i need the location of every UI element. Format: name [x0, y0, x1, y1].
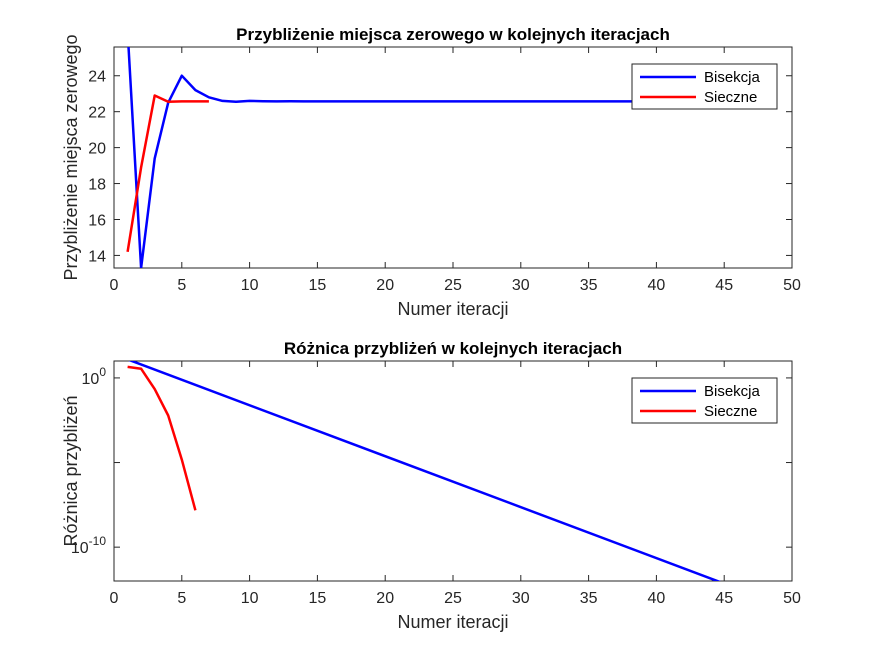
x-tick-label: 5 — [177, 590, 186, 607]
x-tick-label: 30 — [512, 590, 530, 607]
x-tick-label: 45 — [715, 590, 733, 607]
x-axis-label: Numer iteracji — [397, 612, 508, 632]
legend-label: Bisekcja — [704, 383, 761, 400]
x-tick-label: 40 — [648, 590, 666, 607]
y-tick-label: 22 — [88, 105, 106, 122]
x-tick-label: 35 — [580, 590, 598, 607]
series-line-sieczne — [127, 365, 197, 511]
x-tick-label: 35 — [580, 277, 598, 294]
x-tick-label: 50 — [783, 590, 801, 607]
x-tick-label: 25 — [444, 590, 462, 607]
legend-label: Sieczne — [704, 89, 757, 106]
series-line-sieczne — [126, 94, 209, 252]
y-tick-base: 10 — [82, 371, 100, 388]
y-tick-label: 10-10 — [71, 534, 106, 557]
legend: Bisekcja Sieczne — [631, 377, 778, 424]
y-tick-base: 10 — [71, 540, 89, 557]
x-tick-label: 15 — [309, 590, 327, 607]
top-chart-panel: 0 5 10 15 20 25 30 35 40 45 50 14 16 18 20 22 24 Przybliż… — [61, 25, 801, 319]
x-tick-label: 0 — [110, 277, 119, 294]
x-tick-label: 10 — [241, 590, 259, 607]
y-tick-label: 18 — [88, 177, 106, 194]
x-tick-label: 5 — [177, 277, 186, 294]
chart-title: Przybliżenie miejsca zerowego w kolejnyc… — [236, 25, 670, 44]
x-tick-label: 20 — [376, 277, 394, 294]
x-tick-label: 15 — [309, 277, 327, 294]
x-tick-label: 0 — [110, 590, 119, 607]
y-tick-exponent: 0 — [99, 365, 106, 379]
y-tick-label: 20 — [88, 141, 106, 158]
y-axis-label: Różnica przybliżeń — [61, 395, 81, 546]
y-tick-label: 24 — [88, 69, 106, 86]
y-tick-exponent: -10 — [89, 534, 107, 548]
y-tick-label: 14 — [88, 248, 106, 265]
x-tick-label: 25 — [444, 277, 462, 294]
x-tick-label: 20 — [376, 590, 394, 607]
y-tick-label: 16 — [88, 212, 106, 229]
legend-label: Bisekcja — [704, 69, 761, 86]
x-tick-label: 45 — [715, 277, 733, 294]
legend-box — [631, 377, 778, 424]
x-tick-label: 50 — [783, 277, 801, 294]
x-tick-label: 10 — [241, 277, 259, 294]
legend-label: Sieczne — [704, 403, 757, 420]
chart-title: Różnica przybliżeń w kolejnych iteracjac… — [284, 339, 622, 358]
legend: Bisekcja Sieczne — [631, 63, 778, 110]
x-tick-label: 40 — [648, 277, 666, 294]
y-axis-label: Przybliżenie miejsca zerowego — [61, 34, 81, 280]
x-axis-label: Numer iteracji — [397, 299, 508, 319]
series-line-bisekcja — [128, 361, 721, 581]
legend-box — [631, 63, 778, 110]
y-tick-label: 100 — [82, 365, 107, 388]
x-tick-label: 30 — [512, 277, 530, 294]
